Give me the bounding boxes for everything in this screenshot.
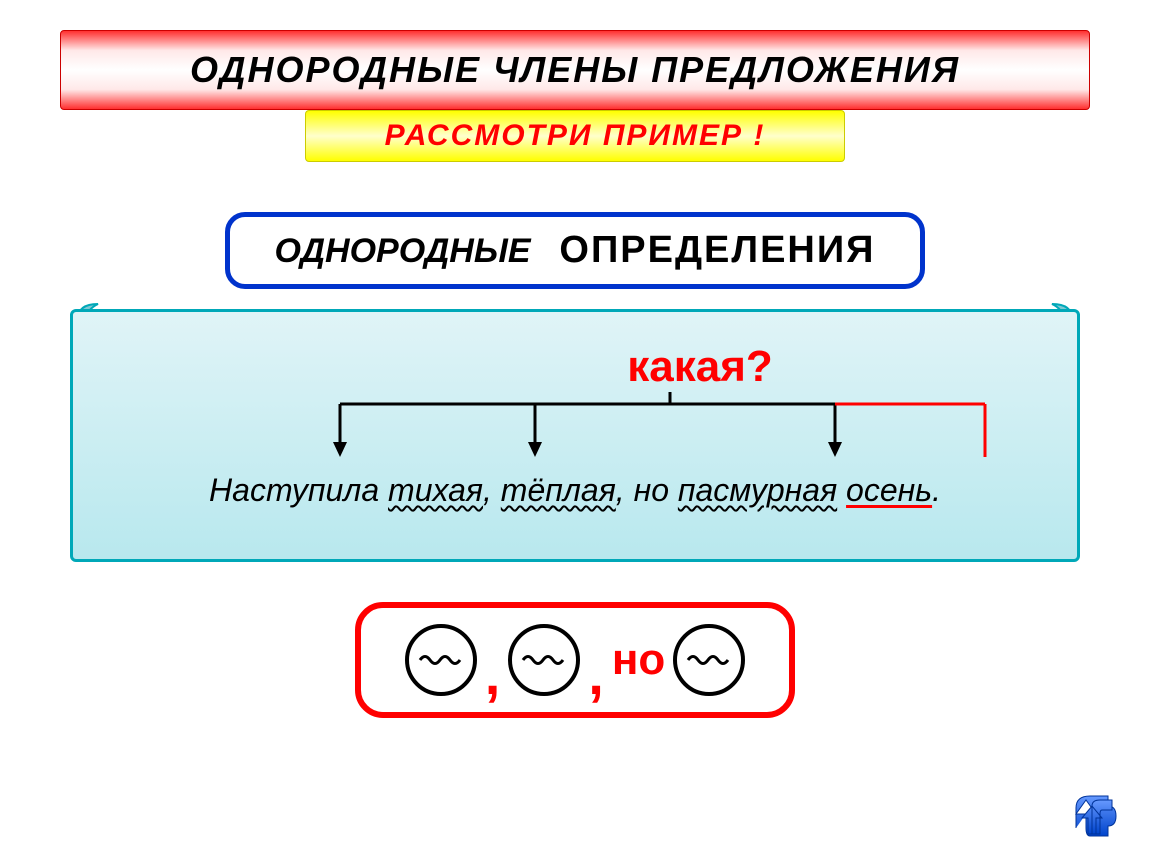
sent-noun: осень [846,472,932,508]
title-banner: ОДНОРОДНЫЕ ЧЛЕНЫ ПРЕДЛОЖЕНИЯ [60,30,1090,110]
schema-comma-1: , [485,658,501,692]
sent-adj1: тихая [388,472,483,508]
schema-conjunction: но [612,635,665,685]
question-word: какая? [363,342,1037,392]
sent-space [837,472,846,508]
schema-circle-1 [405,624,477,696]
example-sentence: Наступила тихая, тёплая, но пасмурная ос… [113,472,1037,509]
example-wrap: какая? Наступила т [70,309,1080,562]
main-container: ОДНОРОДНЫЕ ЧЛЕНЫ ПРЕДЛОЖЕНИЯ РАССМОТРИ П… [0,0,1150,748]
schema-circle-2 [508,624,580,696]
sent-conj: но [634,472,678,508]
return-nav-icon[interactable] [1064,788,1120,844]
section-italic: ОДНОРОДНЫЕ [275,232,531,270]
schema-comma-2: , [588,658,604,692]
wavy-icon [418,652,464,668]
sent-word1: Наступила [209,472,388,508]
schema-circle-3 [673,624,745,696]
sent-adj2: тёплая [501,472,616,508]
sent-comma1: , [483,472,501,508]
arrows-svg [115,392,1035,462]
wavy-icon [521,652,567,668]
sent-period: . [932,472,941,508]
section-regular: ОПРЕДЕЛЕНИЯ [559,229,875,271]
subtitle-banner: РАССМОТРИ ПРИМЕР ! [305,110,845,162]
sent-comma2: , [616,472,634,508]
sent-adj3: пасмурная [678,472,837,508]
subtitle-text: РАССМОТРИ ПРИМЕР ! [385,119,766,152]
section-label: ОДНОРОДНЫЕ ОПРЕДЕЛЕНИЯ [225,212,925,289]
wavy-icon [686,652,732,668]
title-text: ОДНОРОДНЫЕ ЧЛЕНЫ ПРЕДЛОЖЕНИЯ [190,49,960,90]
example-panel: какая? Наступила т [70,309,1080,562]
schema-box: , , но [355,602,795,718]
